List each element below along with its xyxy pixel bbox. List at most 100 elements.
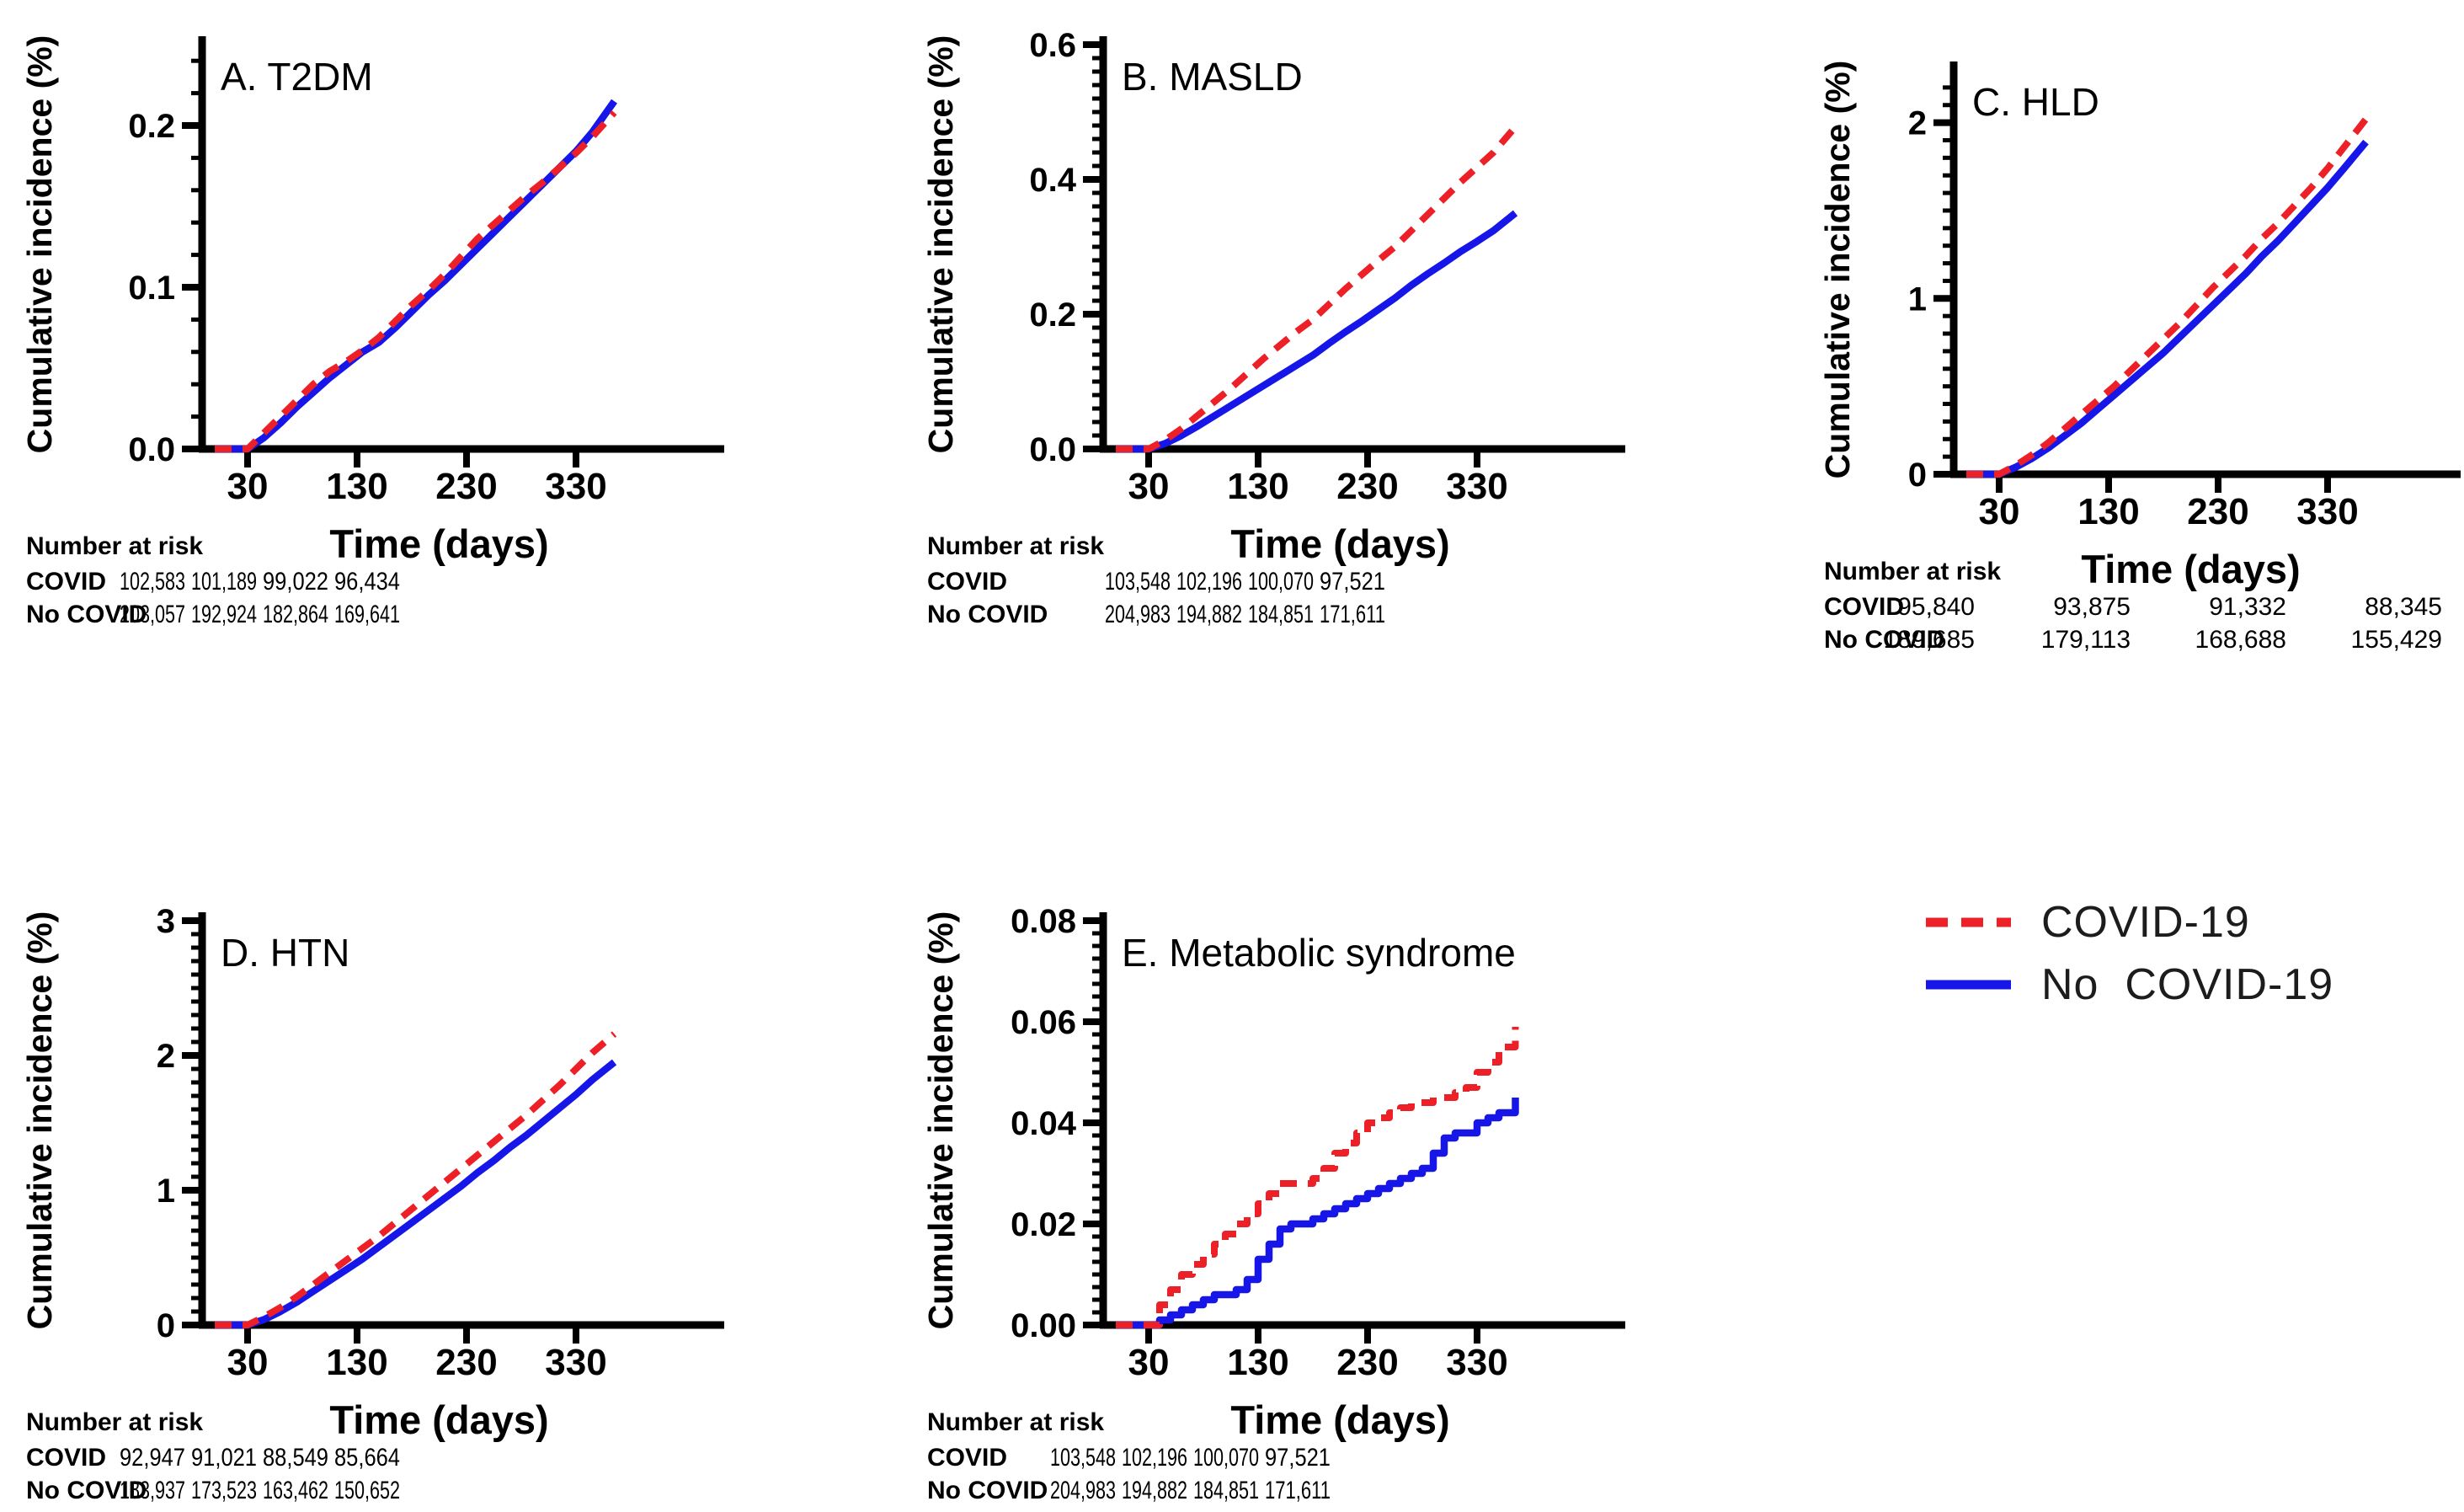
risk-value: 102,196 <box>1176 568 1242 596</box>
risk-value: 171,611 <box>1265 1477 1331 1504</box>
curve-covid <box>1116 125 1518 452</box>
x-tick-label: 30 <box>227 1342 269 1383</box>
curve-no-covid <box>215 99 617 453</box>
risk-value: 103,548 <box>1050 1444 1116 1472</box>
panel-title: D. HTN <box>221 931 349 975</box>
risk-value: 183,937 <box>120 1477 185 1504</box>
y-axis-title: Cumulative incidence (%) <box>20 911 59 1330</box>
risk-value: 169,641 <box>334 601 400 628</box>
risk-value: 189,685 <box>1884 626 1975 654</box>
x-tick-label: 130 <box>326 466 387 507</box>
y-tick-label: 0.06 <box>1011 1004 1076 1041</box>
risk-value: 93,875 <box>2053 593 2131 621</box>
risk-value: 163,462 <box>263 1477 328 1504</box>
number-at-risk-heading: Number at risk <box>927 1408 1104 1436</box>
y-axis-title: Cumulative incidence (%) <box>1818 61 1857 479</box>
panel-htn: 0 1 2 3 30 130 230 330 D. HTN Cumulative incidenc… <box>13 884 771 1512</box>
x-axis-title: Time (days) <box>1230 521 1449 566</box>
y-tick-label: 0.2 <box>128 108 175 145</box>
risk-value: 88,345 <box>2365 593 2442 621</box>
risk-value: 97,521 <box>1265 1444 1331 1472</box>
x-axis-title: Time (days) <box>329 1397 548 1442</box>
x-axis-title: Time (days) <box>2081 547 2300 591</box>
risk-row-covid-label: COVID <box>26 568 106 596</box>
risk-value: 91,332 <box>2209 593 2286 621</box>
y-tick-label: 0.1 <box>128 270 175 307</box>
panel-metabolic-syndrome: 0.00 0.02 0.04 0.06 0.08 30 130 230 330 E. Metabo… <box>914 884 1672 1512</box>
risk-value: 96,434 <box>334 568 400 596</box>
risk-value: 92,947 <box>120 1444 185 1472</box>
legend-label-no-covid: No COVID-19 <box>2041 960 2334 1009</box>
x-tick-label: 30 <box>1128 466 1170 507</box>
risk-row-no-covid-label: No COVID <box>927 1477 1048 1504</box>
y-tick-label: 0 <box>157 1307 175 1344</box>
no-covid-solid-line-sample <box>1926 980 2011 990</box>
curve-covid <box>215 1031 617 1328</box>
legend: COVID-19 No COVID-19 <box>1924 891 2446 1060</box>
risk-value: 100,070 <box>1193 1444 1259 1472</box>
y-tick-label: 0 <box>1908 457 1927 494</box>
x-tick-label: 330 <box>545 1342 606 1383</box>
y-tick-label: 2 <box>1908 105 1927 142</box>
risk-value: 85,664 <box>334 1444 400 1472</box>
x-tick-label: 230 <box>2187 491 2248 532</box>
y-tick-label: 0.00 <box>1011 1307 1076 1344</box>
x-axis-title: Time (days) <box>329 521 548 566</box>
x-tick-label: 230 <box>435 1342 497 1383</box>
y-tick-label: 3 <box>157 903 175 940</box>
y-tick-label: 1 <box>1908 280 1927 318</box>
risk-value: 184,851 <box>1193 1477 1259 1504</box>
y-axis-title: Cumulative incidence (%) <box>921 911 960 1330</box>
chart-svg-B: 0.0 0.2 0.4 0.6 30 130 230 330 B. MASLD Cumulativ… <box>921 27 1625 628</box>
risk-row-no-covid-label: No COVID <box>26 601 147 628</box>
y-tick-label: 0.04 <box>1011 1105 1077 1142</box>
risk-value: 194,882 <box>1122 1477 1187 1504</box>
risk-value: 150,652 <box>334 1477 400 1504</box>
risk-value: 100,070 <box>1248 568 1314 596</box>
risk-value: 173,523 <box>191 1477 257 1504</box>
number-at-risk-heading: Number at risk <box>26 532 203 560</box>
legend-item-no-covid: No COVID-19 <box>1924 954 2446 1016</box>
risk-value: 95,840 <box>1897 593 1975 621</box>
x-tick-label: 130 <box>1227 466 1288 507</box>
x-tick-label: 330 <box>1446 1342 1507 1383</box>
risk-value: 155,429 <box>2351 626 2442 654</box>
curve-no-covid <box>1116 210 1518 453</box>
y-tick-label: 2 <box>157 1038 175 1075</box>
chart-svg-E: 0.00 0.02 0.04 0.06 0.08 30 130 230 330 E. Metabo… <box>921 903 1625 1504</box>
risk-value: 102,583 <box>120 568 185 596</box>
x-tick-label: 330 <box>1446 466 1507 507</box>
panel-title: C. HLD <box>1972 80 2099 124</box>
y-tick-label: 0.4 <box>1029 162 1076 199</box>
risk-value: 182,864 <box>263 601 328 628</box>
panel-hld: 0 1 2 30 130 230 330 C. HLD Cumulative incidence… <box>1811 34 2464 665</box>
risk-value: 204,983 <box>1050 1477 1116 1504</box>
x-tick-label: 130 <box>2077 491 2139 532</box>
risk-row-covid-label: COVID <box>927 1444 1007 1472</box>
y-tick-label: 0.6 <box>1029 27 1076 64</box>
risk-value: 171,611 <box>1320 601 1385 628</box>
risk-value: 184,851 <box>1248 601 1314 628</box>
x-tick-label: 330 <box>2296 491 2358 532</box>
panel-masld: 0.0 0.2 0.4 0.6 30 130 230 330 B. MASLD Cumulativ… <box>914 8 1672 640</box>
covid-dashed-line-sample <box>1926 917 2011 927</box>
curve-no-covid <box>1966 139 2369 478</box>
risk-row-no-covid-label: No COVID <box>927 601 1048 628</box>
panel-title: A. T2DM <box>221 55 373 99</box>
risk-row-covid-label: COVID <box>927 568 1007 596</box>
x-tick-label: 130 <box>326 1342 387 1383</box>
x-tick-label: 230 <box>1336 1342 1398 1383</box>
panel-title: B. MASLD <box>1122 55 1303 99</box>
risk-value: 101,189 <box>191 568 257 596</box>
risk-value: 102,196 <box>1122 1444 1187 1472</box>
risk-value: 168,688 <box>2195 626 2286 654</box>
x-tick-label: 230 <box>435 466 497 507</box>
risk-row-covid-label: COVID <box>1824 593 1904 621</box>
y-axis-title: Cumulative incidence (%) <box>921 35 960 454</box>
risk-value: 91,021 <box>191 1444 257 1472</box>
x-tick-label: 30 <box>1979 491 2020 532</box>
curve-no-covid <box>215 1059 617 1329</box>
